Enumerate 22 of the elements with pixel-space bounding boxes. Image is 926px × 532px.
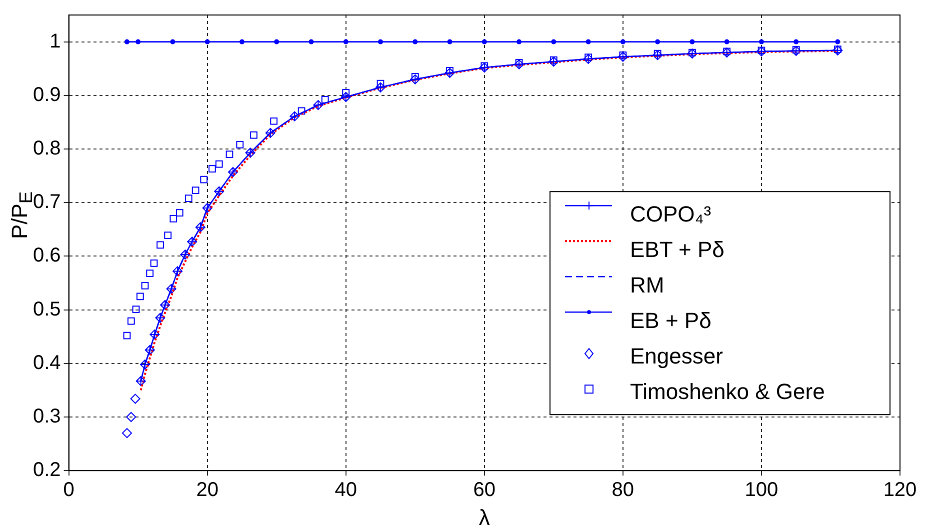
legend-label: Engesser [630, 344, 723, 369]
legend-label: RM [630, 272, 664, 298]
y-tick-label: 0.5 [32, 298, 61, 320]
y-tick-label: 0.9 [32, 84, 61, 106]
y-tick-label: 0.3 [32, 406, 61, 428]
y-tick-label: 0.8 [32, 138, 61, 160]
y-tick-label: 0.2 [32, 459, 61, 482]
x-tick-label: 120 [883, 479, 917, 502]
legend-label: EB + Pδ [630, 308, 712, 334]
x-tick-label: 20 [196, 479, 218, 502]
legend-label: EBT + Pδ [630, 237, 724, 262]
y-tick-label: 0.4 [32, 352, 61, 374]
y-tick-label: 0.6 [32, 244, 61, 267]
legend-label: COPO₄³ [630, 202, 712, 227]
x-tick-label: 100 [744, 479, 778, 502]
x-tick-label: 40 [334, 479, 357, 502]
legend-label: Timoshenko & Gere [630, 379, 825, 404]
y-tick-label: 1 [50, 30, 61, 52]
x-tick-label: 0 [63, 479, 74, 502]
x-axis-title: λ [478, 504, 490, 530]
x-tick-label: 60 [473, 479, 496, 502]
x-tick-label: 80 [612, 479, 634, 502]
